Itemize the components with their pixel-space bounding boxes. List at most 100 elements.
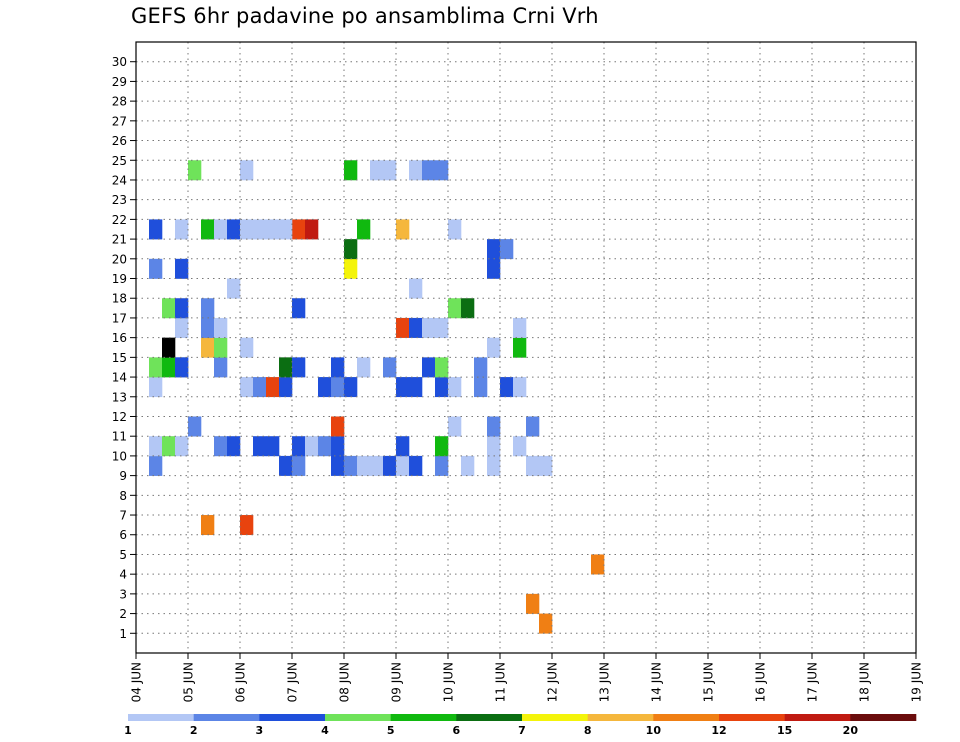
colorbar-label-8: 8 (584, 724, 592, 737)
cell-member-6-step-5 (201, 515, 215, 536)
cell-member-10-step-13 (305, 436, 319, 457)
cell-member-17-step-24 (448, 298, 462, 319)
x-tick-label-2: 06 JUN (234, 662, 248, 702)
cell-member-16-step-20 (396, 317, 410, 338)
cell-member-14-step-23 (435, 357, 449, 378)
cell-member-14-step-19 (383, 357, 397, 378)
cell-member-15-step-27 (487, 337, 501, 358)
x-tick-label-11: 15 JUN (702, 662, 716, 702)
cell-member-13-step-10 (266, 377, 280, 398)
cell-member-24-step-18 (370, 160, 384, 181)
cell-member-16-step-21 (409, 317, 423, 338)
y-tick-label-7: 7 (119, 509, 127, 523)
cell-member-20-step-16 (344, 239, 358, 260)
cell-member-13-step-26 (474, 377, 488, 398)
x-tick-label-12: 16 JUN (754, 662, 768, 702)
cell-member-9-step-18 (370, 455, 384, 476)
cell-member-24-step-19 (383, 160, 397, 181)
y-tick-label-23: 23 (112, 193, 127, 207)
x-tick-label-10: 14 JUN (650, 662, 664, 702)
cell-member-15-step-8 (240, 337, 254, 358)
cell-member-13-step-8 (240, 377, 254, 398)
cell-member-9-step-30 (526, 455, 540, 476)
cell-member-16-step-29 (513, 317, 527, 338)
y-tick-label-3: 3 (119, 587, 127, 601)
cell-member-21-step-6 (214, 219, 228, 240)
x-tick-label-4: 08 JUN (338, 662, 352, 702)
chart-title: GEFS 6hr padavine po ansamblima Crni Vrh (131, 4, 599, 28)
x-tick-label-9: 13 JUN (598, 662, 612, 702)
y-tick-label-6: 6 (119, 528, 127, 542)
colorbar: 1 2 3 4 5 6 7 8 10 12 15 20 (124, 714, 917, 737)
cells-layer (149, 160, 605, 634)
cell-member-10-step-1 (149, 436, 163, 457)
cell-member-13-step-28 (500, 377, 514, 398)
cell-member-14-step-6 (214, 357, 228, 378)
cell-member-9-step-15 (331, 455, 345, 476)
cell-member-21-step-13 (305, 219, 319, 240)
cell-member-9-step-16 (344, 455, 358, 476)
cell-member-21-step-12 (292, 219, 306, 240)
cell-member-16-step-23 (435, 317, 449, 338)
cell-member-11-step-30 (526, 416, 540, 437)
y-tick-label-16: 16 (112, 331, 127, 345)
cell-member-17-step-12 (292, 298, 306, 319)
cell-member-13-step-24 (448, 377, 462, 398)
plot-frame (135, 41, 917, 654)
cell-member-11-step-15 (331, 416, 345, 437)
cell-member-24-step-23 (435, 160, 449, 181)
cell-member-15-step-5 (201, 337, 215, 358)
cell-member-10-step-3 (175, 436, 189, 457)
cell-member-16-step-3 (175, 317, 189, 338)
x-tick-label-15: 19 JUN (910, 662, 924, 702)
cell-member-1-step-31 (539, 613, 553, 634)
y-tick-label-21: 21 (112, 233, 127, 247)
grid-layer (136, 42, 916, 653)
cell-member-24-step-4 (188, 160, 202, 181)
colorbar-label-6: 6 (453, 724, 461, 737)
colorbar-swatch-0 (128, 714, 194, 721)
cell-member-4-step-35 (591, 554, 605, 575)
colorbar-swatch-7 (587, 714, 654, 721)
cell-member-10-step-14 (318, 436, 332, 457)
cell-member-10-step-23 (435, 436, 449, 457)
cell-member-9-step-1 (149, 455, 163, 476)
cell-member-17-step-5 (201, 298, 215, 319)
cell-member-16-step-22 (422, 317, 436, 338)
cell-member-13-step-9 (253, 377, 267, 398)
cell-member-9-step-27 (487, 455, 501, 476)
y-tick-label-18: 18 (112, 292, 127, 306)
cell-member-19-step-16 (344, 258, 358, 279)
colorbar-swatch-3 (325, 714, 391, 721)
x-tick-label-3: 07 JUN (286, 662, 300, 702)
cell-member-9-step-21 (409, 455, 423, 476)
cell-member-19-step-1 (149, 258, 163, 279)
colorbar-swatch-10 (784, 714, 851, 721)
cell-member-21-step-3 (175, 219, 189, 240)
cell-member-21-step-11 (279, 219, 293, 240)
y-tick-label-4: 4 (119, 568, 127, 582)
cell-member-9-step-19 (383, 455, 397, 476)
x-tick-label-13: 17 JUN (806, 662, 820, 702)
cell-member-21-step-1 (149, 219, 163, 240)
y-tick-label-8: 8 (119, 489, 127, 503)
colorbar-label-7: 7 (518, 724, 526, 737)
y-tick-label-22: 22 (112, 213, 127, 227)
cell-member-10-step-12 (292, 436, 306, 457)
colorbar-label-3: 3 (256, 724, 264, 737)
cell-member-14-step-11 (279, 357, 293, 378)
cell-member-21-step-17 (357, 219, 371, 240)
cell-member-14-step-22 (422, 357, 436, 378)
cell-member-15-step-6 (214, 337, 228, 358)
y-tick-label-2: 2 (119, 607, 127, 621)
y-tick-label-26: 26 (112, 134, 127, 148)
cell-member-21-step-24 (448, 219, 462, 240)
cell-member-11-step-27 (487, 416, 501, 437)
cell-member-13-step-11 (279, 377, 293, 398)
y-tick-label-19: 19 (112, 272, 127, 286)
y-tick-label-14: 14 (112, 371, 127, 385)
cell-member-13-step-14 (318, 377, 332, 398)
y-tick-label-10: 10 (112, 449, 127, 463)
colorbar-swatch-1 (193, 714, 260, 721)
cell-member-9-step-11 (279, 455, 293, 476)
